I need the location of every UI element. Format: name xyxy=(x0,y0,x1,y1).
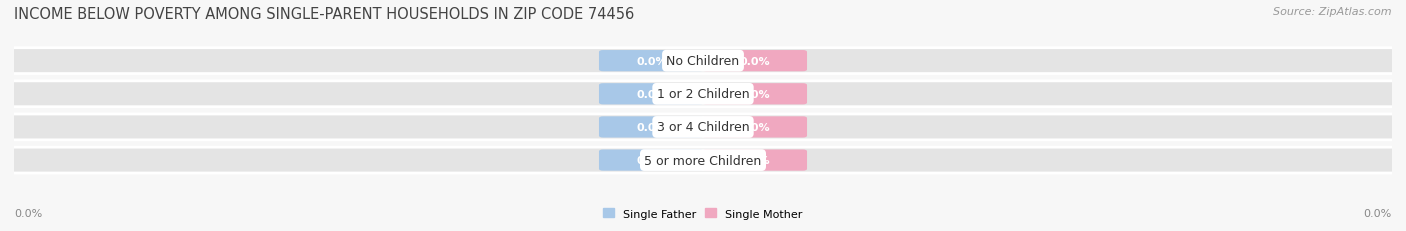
FancyBboxPatch shape xyxy=(8,82,1398,107)
Text: 0.0%: 0.0% xyxy=(1364,208,1392,218)
FancyBboxPatch shape xyxy=(599,84,703,105)
Text: 5 or more Children: 5 or more Children xyxy=(644,154,762,167)
Text: 0.0%: 0.0% xyxy=(636,155,666,165)
FancyBboxPatch shape xyxy=(703,51,807,72)
Text: Source: ZipAtlas.com: Source: ZipAtlas.com xyxy=(1274,7,1392,17)
Text: 0.0%: 0.0% xyxy=(636,89,666,99)
Text: INCOME BELOW POVERTY AMONG SINGLE-PARENT HOUSEHOLDS IN ZIP CODE 74456: INCOME BELOW POVERTY AMONG SINGLE-PARENT… xyxy=(14,7,634,22)
Legend: Single Father, Single Mother: Single Father, Single Mother xyxy=(599,204,807,223)
FancyBboxPatch shape xyxy=(8,49,1398,74)
FancyBboxPatch shape xyxy=(8,148,1398,173)
Text: 0.0%: 0.0% xyxy=(636,122,666,132)
FancyBboxPatch shape xyxy=(599,51,703,72)
Text: 3 or 4 Children: 3 or 4 Children xyxy=(657,121,749,134)
Text: 0.0%: 0.0% xyxy=(740,56,770,66)
FancyBboxPatch shape xyxy=(703,84,807,105)
FancyBboxPatch shape xyxy=(703,150,807,171)
Text: 0.0%: 0.0% xyxy=(14,208,42,218)
Text: 0.0%: 0.0% xyxy=(740,155,770,165)
FancyBboxPatch shape xyxy=(599,150,703,171)
Text: 1 or 2 Children: 1 or 2 Children xyxy=(657,88,749,101)
FancyBboxPatch shape xyxy=(703,117,807,138)
FancyBboxPatch shape xyxy=(599,117,703,138)
Text: 0.0%: 0.0% xyxy=(740,122,770,132)
Text: No Children: No Children xyxy=(666,55,740,68)
FancyBboxPatch shape xyxy=(8,115,1398,140)
Text: 0.0%: 0.0% xyxy=(636,56,666,66)
Text: 0.0%: 0.0% xyxy=(740,89,770,99)
